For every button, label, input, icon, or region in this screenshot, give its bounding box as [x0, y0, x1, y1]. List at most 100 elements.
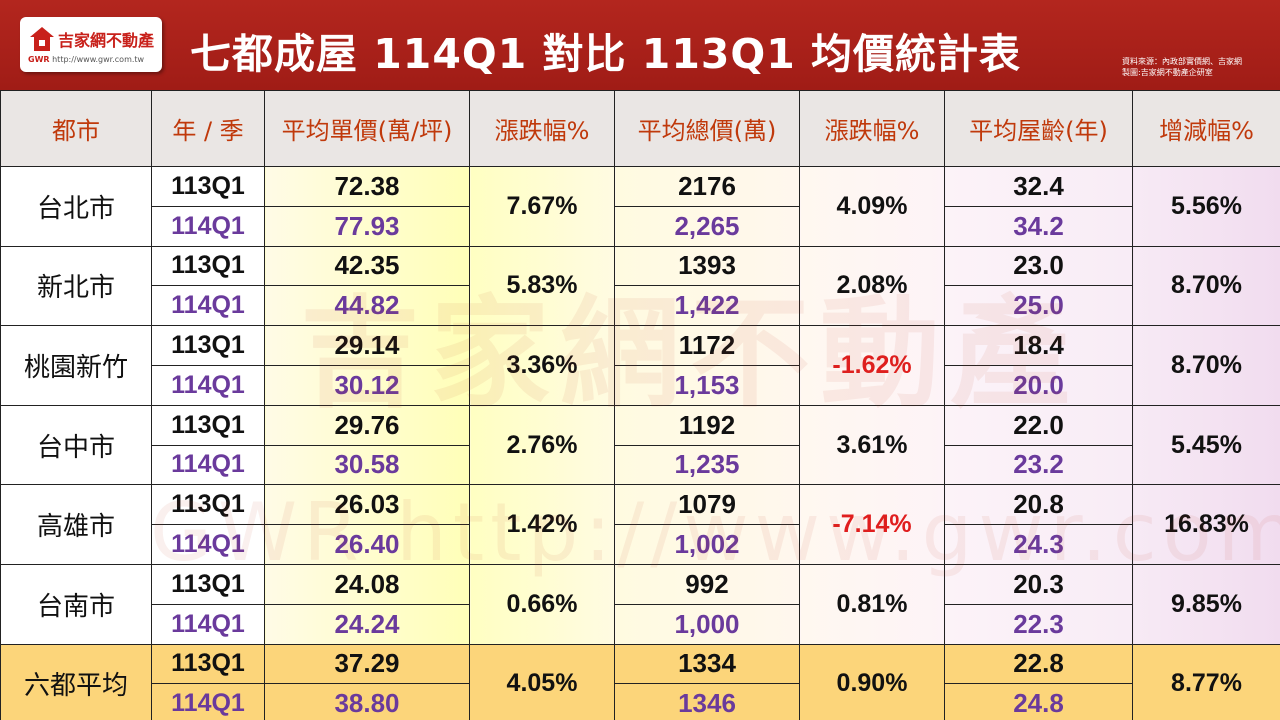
total-change-cell: 3.61%	[799, 404, 945, 486]
quarter-old-cell: 113Q1	[151, 404, 265, 446]
total-change-cell: 0.81%	[799, 563, 945, 645]
price-table: 都市 年 / 季 平均單價(萬/坪) 漲跌幅% 平均總價(萬) 漲跌幅% 平均屋…	[0, 90, 1280, 720]
quarter-old-cell: 113Q1	[151, 166, 265, 207]
city-cell: 新北市	[0, 245, 152, 327]
age-change-cell: 8.70%	[1132, 325, 1280, 406]
quarter-new-cell: 114Q1	[151, 603, 265, 645]
unit-price-new-cell: 77.93	[264, 205, 470, 247]
quarter-new-cell: 114Q1	[151, 683, 265, 720]
unit-price-old-cell: 72.38	[264, 166, 470, 207]
house-age-old-cell: 32.4	[944, 166, 1133, 207]
unit-price-new-cell: 38.80	[264, 683, 470, 720]
quarter-new-cell: 114Q1	[151, 444, 265, 486]
unit-change-cell: 5.83%	[469, 245, 615, 327]
total-price-old-cell: 1334	[614, 643, 800, 685]
total-price-new-cell: 1,153	[614, 364, 800, 406]
col-header-quarter: 年 / 季	[151, 90, 265, 167]
quarter-old-cell: 113Q1	[151, 325, 265, 366]
house-age-new-cell: 20.0	[944, 364, 1133, 406]
logo-url-text: http://www.gwr.com.tw	[52, 55, 145, 64]
logo: 吉家網不動產 GWR http://www.gwr.com.tw	[20, 17, 162, 72]
house-age-new-cell: 34.2	[944, 205, 1133, 247]
quarter-old-cell: 113Q1	[151, 245, 265, 287]
house-age-new-cell: 25.0	[944, 285, 1133, 327]
source-line-1: 資料來源：內政部實價網、吉家網	[1122, 57, 1242, 66]
unit-price-old-cell: 24.08	[264, 563, 470, 605]
city-cell: 台南市	[0, 563, 152, 645]
unit-price-old-cell: 29.14	[264, 325, 470, 366]
col-header-unit-change: 漲跌幅%	[469, 90, 615, 167]
city-cell: 台北市	[0, 166, 152, 247]
total-change-cell: -1.62%	[799, 325, 945, 406]
total-price-old-cell: 992	[614, 563, 800, 605]
unit-price-new-cell: 30.58	[264, 444, 470, 486]
age-change-cell: 9.85%	[1132, 563, 1280, 645]
table-row: 114Q1 30.58 1,235 23.2	[1, 444, 1280, 486]
quarter-old-cell: 113Q1	[151, 484, 265, 526]
house-age-new-cell: 24.8	[944, 683, 1133, 720]
house-age-old-cell: 20.3	[944, 563, 1133, 605]
city-cell: 六都平均	[0, 643, 152, 720]
total-price-new-cell: 1,002	[614, 524, 800, 565]
unit-price-new-cell: 26.40	[264, 524, 470, 565]
house-age-old-cell: 22.0	[944, 404, 1133, 446]
house-age-new-cell: 22.3	[944, 603, 1133, 645]
table-row: 114Q1 26.40 1,002 24.3	[1, 524, 1280, 565]
total-price-new-cell: 1,422	[614, 285, 800, 327]
unit-price-new-cell: 44.82	[264, 285, 470, 327]
table-row: 台北市 113Q1 72.38 7.67% 2176 4.09% 32.4 5.56%	[0, 166, 1280, 247]
age-change-cell: 8.70%	[1132, 245, 1280, 327]
logo-prefix: GWR	[28, 55, 50, 64]
unit-price-old-cell: 26.03	[264, 484, 470, 526]
unit-change-cell: 0.66%	[469, 563, 615, 645]
table-header-row: 都市 年 / 季 平均單價(萬/坪) 漲跌幅% 平均總價(萬) 漲跌幅% 平均屋…	[0, 90, 1280, 167]
total-price-old-cell: 2176	[614, 166, 800, 207]
unit-change-cell: 7.67%	[469, 166, 615, 247]
col-header-house-age: 平均屋齡(年)	[944, 90, 1133, 167]
table-row: 新北市 113Q1 42.35 5.83% 1393 2.08% 23.0 8.70%	[0, 245, 1280, 327]
quarter-new-cell: 114Q1	[151, 285, 265, 327]
house-age-new-cell: 24.3	[944, 524, 1133, 565]
house-age-old-cell: 18.4	[944, 325, 1133, 366]
quarter-old-cell: 113Q1	[151, 563, 265, 605]
total-price-new-cell: 1,000	[614, 603, 800, 645]
total-change-cell: 0.90%	[799, 643, 945, 720]
table-body: 台北市 113Q1 72.38 7.67% 2176 4.09% 32.4 5.56% 114Q…	[0, 166, 1280, 720]
total-price-old-cell: 1192	[614, 404, 800, 446]
col-header-city: 都市	[0, 90, 152, 167]
quarter-new-cell: 114Q1	[151, 524, 265, 565]
logo-name: 吉家網不動產	[58, 31, 155, 50]
col-header-total-price: 平均總價(萬)	[614, 90, 800, 167]
source-note: 資料來源：內政部實價網、吉家網 製圖:吉家網不動產企研室	[1122, 56, 1242, 78]
unit-price-old-cell: 42.35	[264, 245, 470, 287]
table-row: 114Q1 30.12 1,153 20.0	[1, 364, 1280, 406]
total-price-new-cell: 2,265	[614, 205, 800, 247]
page-title: 七都成屋 114Q1 對比 113Q1 均價統計表	[190, 30, 1022, 78]
total-price-old-cell: 1079	[614, 484, 800, 526]
logo-house-icon	[30, 27, 54, 51]
house-age-new-cell: 23.2	[944, 444, 1133, 486]
age-change-cell: 5.45%	[1132, 404, 1280, 486]
source-line-2: 製圖:吉家網不動產企研室	[1122, 68, 1213, 77]
table-row: 114Q1 24.24 1,000 22.3	[1, 603, 1280, 645]
table-row: 114Q1 38.80 1346 24.8	[1, 683, 1280, 720]
house-age-old-cell: 20.8	[944, 484, 1133, 526]
col-header-total-change: 漲跌幅%	[799, 90, 945, 167]
total-price-new-cell: 1346	[614, 683, 800, 720]
city-cell: 桃園新竹	[0, 325, 152, 406]
unit-price-old-cell: 29.76	[264, 404, 470, 446]
quarter-new-cell: 114Q1	[151, 205, 265, 247]
total-change-cell: -7.14%	[799, 484, 945, 565]
logo-url: GWR http://www.gwr.com.tw	[28, 55, 144, 64]
table-row: 台南市 113Q1 24.08 0.66% 992 0.81% 20.3 9.85%	[0, 563, 1280, 645]
quarter-new-cell: 114Q1	[151, 364, 265, 406]
age-change-cell: 5.56%	[1132, 166, 1280, 247]
unit-price-new-cell: 24.24	[264, 603, 470, 645]
city-cell: 高雄市	[0, 484, 152, 565]
age-change-cell: 16.83%	[1132, 484, 1280, 565]
unit-change-cell: 2.76%	[469, 404, 615, 486]
header-bar: 吉家網不動產 GWR http://www.gwr.com.tw 七都成屋 11…	[0, 0, 1280, 90]
unit-change-cell: 1.42%	[469, 484, 615, 565]
total-price-old-cell: 1172	[614, 325, 800, 366]
unit-change-cell: 3.36%	[469, 325, 615, 406]
